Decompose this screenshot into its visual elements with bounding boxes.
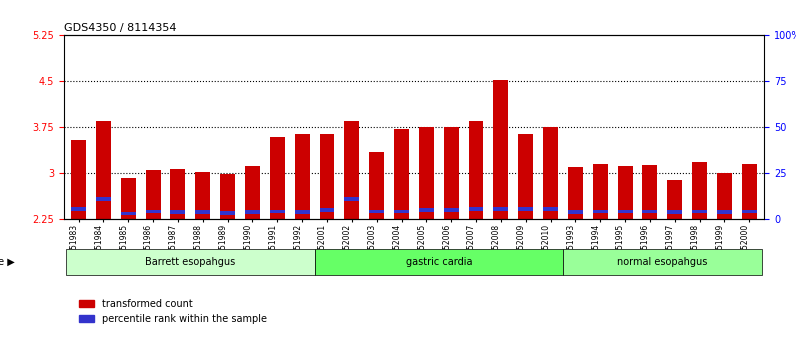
Bar [319, 133, 334, 219]
Bar [443, 127, 458, 219]
Bar [667, 179, 682, 219]
Bar [369, 152, 384, 219]
FancyBboxPatch shape [563, 249, 762, 275]
Bar [270, 210, 285, 213]
Bar [543, 127, 558, 219]
FancyBboxPatch shape [66, 249, 314, 275]
Text: tissue ▶: tissue ▶ [0, 257, 14, 267]
Bar [245, 166, 260, 219]
Bar [593, 164, 607, 219]
Bar [642, 210, 657, 213]
Bar [568, 167, 583, 219]
Bar [146, 210, 161, 213]
Bar [319, 209, 334, 212]
Bar [618, 210, 633, 213]
Bar [71, 207, 86, 211]
Bar [742, 210, 757, 213]
Bar [742, 164, 757, 219]
Bar [96, 121, 111, 219]
Text: gastric cardia: gastric cardia [405, 257, 472, 267]
Bar [469, 207, 483, 211]
Bar [568, 210, 583, 214]
Bar [270, 137, 285, 219]
Bar [170, 169, 185, 219]
Bar [245, 210, 260, 214]
Text: GDS4350 / 8114354: GDS4350 / 8114354 [64, 23, 176, 33]
Bar [494, 207, 509, 211]
Bar [593, 210, 607, 213]
Bar [369, 210, 384, 213]
Bar [618, 166, 633, 219]
Bar [146, 170, 161, 219]
Bar [394, 210, 409, 213]
Text: normal esopahgus: normal esopahgus [617, 257, 708, 267]
Bar [518, 133, 533, 219]
Bar [345, 121, 359, 219]
Bar [693, 162, 707, 219]
Bar [667, 210, 682, 214]
Bar [295, 133, 310, 219]
Bar [121, 211, 135, 215]
Bar [717, 210, 732, 214]
Bar [642, 165, 657, 219]
Bar [419, 127, 434, 219]
Bar [96, 198, 111, 201]
Bar [195, 172, 210, 219]
Bar [71, 140, 86, 219]
Bar [345, 198, 359, 201]
Bar [494, 80, 509, 219]
Bar [195, 210, 210, 214]
FancyBboxPatch shape [314, 249, 563, 275]
Bar [693, 210, 707, 213]
Bar [717, 173, 732, 219]
Legend: transformed count, percentile rank within the sample: transformed count, percentile rank withi… [76, 295, 271, 328]
Bar [170, 210, 185, 214]
Bar [443, 209, 458, 212]
Bar [419, 209, 434, 212]
Bar [543, 207, 558, 211]
Bar [121, 178, 135, 219]
Text: Barrett esopahgus: Barrett esopahgus [145, 257, 236, 267]
Bar [469, 121, 483, 219]
Bar [394, 129, 409, 219]
Bar [295, 210, 310, 214]
Bar [220, 174, 235, 219]
Bar [518, 207, 533, 211]
Bar [220, 211, 235, 215]
